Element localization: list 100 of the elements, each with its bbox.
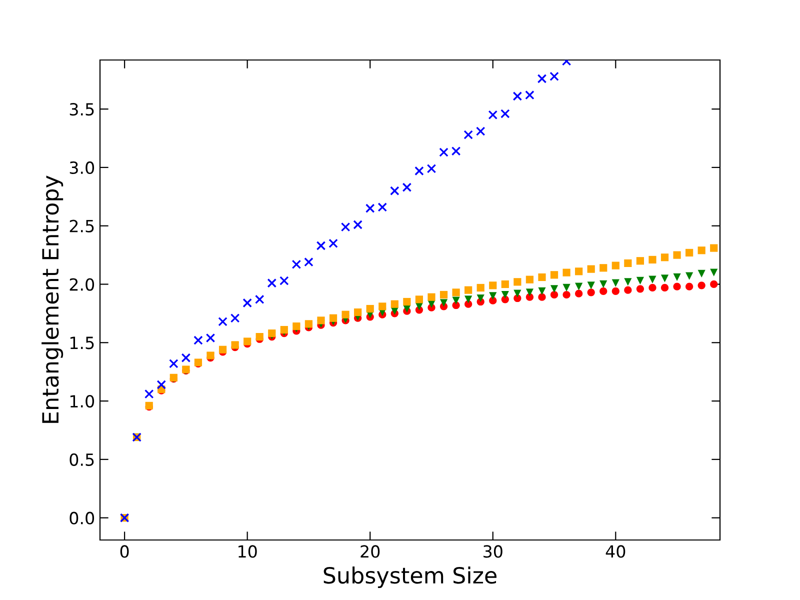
x-tick-label: 10 [238,545,257,558]
point [292,260,302,270]
point [710,244,718,252]
point [403,298,411,306]
point [169,359,178,368]
point [452,288,460,296]
point [414,166,424,176]
point [562,290,570,299]
point [537,74,547,84]
x-axis-title: Subsystem Size [324,566,496,588]
point [353,220,362,230]
y-tick-label: 0.0 [70,512,94,524]
point [673,251,681,259]
point [587,282,595,290]
point [464,286,472,294]
point [550,72,559,81]
point [698,270,706,278]
point [538,287,546,296]
point [512,92,522,101]
point [476,294,484,302]
point [550,271,558,279]
point [624,286,632,294]
point [686,248,694,257]
point [317,316,325,324]
point [600,280,608,288]
point [242,298,252,308]
point [342,310,350,318]
point [660,284,669,292]
point [526,276,534,284]
point [525,90,534,100]
y-axis-title: Entanglement Entropy [42,176,64,423]
point [648,276,656,284]
point [268,329,276,338]
y-tick-label: 1.0 [70,394,94,408]
point [636,257,644,265]
point [218,316,228,326]
point [612,287,620,296]
point [144,389,154,399]
point [440,290,448,299]
point [624,278,632,286]
point [514,278,522,286]
point [489,292,497,300]
point [562,284,570,292]
point [304,257,314,267]
x-tick-label: 0 [120,545,129,558]
point [366,304,374,313]
point [686,282,694,290]
point [292,322,300,330]
point [415,296,424,304]
point [464,130,473,140]
point [636,276,644,285]
point [340,222,350,232]
point [476,284,484,292]
point [280,276,289,286]
point [156,380,166,390]
point [500,109,510,118]
point [426,164,436,174]
y-tick-label: 1.5 [70,336,94,350]
point [428,293,436,301]
y-tick-label: 3.0 [70,161,94,174]
point [488,110,498,120]
point [587,288,595,296]
point [316,241,326,250]
point [673,273,681,282]
point [254,294,264,304]
point [575,282,583,290]
point [636,285,644,293]
point [329,314,338,322]
point [562,268,570,276]
point [489,282,497,290]
y-tick-label: 2.5 [70,220,94,232]
point [538,293,546,301]
point [451,146,461,156]
point [280,326,288,334]
point [476,126,486,136]
point [550,290,558,299]
point [230,313,240,323]
x-tick-label: 20 [360,545,380,558]
point [587,265,595,273]
point [710,268,718,276]
point [256,332,264,341]
point [194,336,203,345]
point [600,287,608,296]
point [378,302,386,310]
point [390,186,400,196]
point [328,238,338,248]
point [550,285,558,293]
point [390,300,398,308]
x-tick-label: 40 [606,545,626,558]
point [648,256,656,264]
point [514,290,522,298]
y-tick-label: 3.5 [70,103,94,116]
point [365,204,375,213]
point [501,290,509,299]
y-tick-label: 2.0 [70,278,94,291]
point [624,259,632,268]
point [415,302,424,310]
point [218,346,227,354]
y-tick-label: 0.5 [70,453,94,466]
point [600,264,608,272]
